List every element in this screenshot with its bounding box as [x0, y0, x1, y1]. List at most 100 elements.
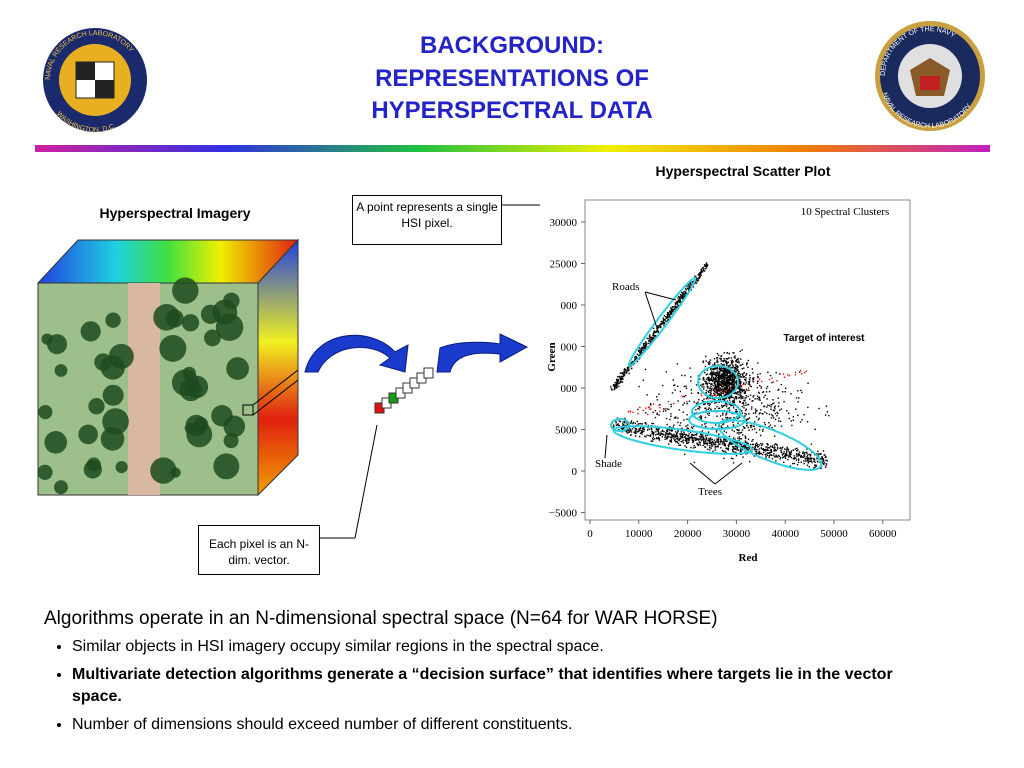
scatter-dot	[714, 441, 717, 443]
scatter-dot	[729, 364, 731, 367]
scatter-dot	[780, 408, 783, 410]
scatter-dot	[623, 375, 625, 377]
scatter-dot	[737, 357, 739, 360]
scatter-dot	[773, 455, 775, 457]
scatter-dot	[650, 336, 653, 339]
scatter-dot	[717, 445, 719, 447]
scatter-dot	[628, 367, 630, 369]
scatter-dot	[724, 371, 727, 374]
scatter-dot	[782, 391, 784, 393]
scatter-dot	[645, 423, 647, 425]
scatter-dot	[760, 444, 763, 447]
scatter-dot	[741, 445, 743, 448]
scatter-dot	[716, 389, 718, 392]
scatter-dot	[712, 384, 714, 387]
scatter-dot	[724, 387, 726, 390]
scatter-dot	[748, 381, 750, 384]
scatter-dot	[706, 434, 708, 437]
scatter-dot	[786, 451, 788, 453]
scatter-dot	[721, 381, 724, 384]
scatter-dot	[705, 360, 707, 362]
scatter-dot	[714, 445, 716, 447]
scatter-dot	[657, 327, 659, 329]
scatter-dot	[716, 394, 719, 397]
scatter-dot	[683, 433, 686, 435]
scatter-dot	[670, 433, 672, 435]
scatter-dot	[680, 295, 683, 297]
scatter-dot	[690, 392, 693, 394]
scatter-dot	[778, 417, 780, 419]
scatter-dot	[634, 358, 636, 360]
scatter-dot	[714, 424, 717, 426]
scatter-dot	[718, 443, 720, 445]
scatter-dot	[658, 428, 660, 430]
scatter-dot	[773, 410, 775, 412]
scatter-dot	[752, 377, 754, 380]
scatter-dot	[744, 390, 746, 393]
scatter-dot	[652, 337, 655, 340]
scatter-dot	[780, 383, 783, 386]
scatter-dot	[663, 314, 666, 317]
scatter-dot	[639, 422, 641, 425]
scatter-dot	[723, 391, 725, 394]
scatter-dot	[736, 365, 738, 367]
scatter-dot	[715, 431, 718, 433]
scatter-dot	[738, 416, 741, 419]
scatter-dot	[728, 391, 730, 393]
scatter-dot	[735, 392, 737, 394]
scatter-dot	[721, 449, 724, 452]
scatter-dot	[716, 382, 719, 384]
scatter-dot	[635, 428, 637, 430]
scatter-dot	[617, 381, 619, 383]
scatter-dot	[733, 356, 736, 359]
scatter-dot	[723, 358, 725, 360]
scatter-dot	[777, 397, 779, 399]
bullet: Multivariate detection algorithms genera…	[72, 664, 944, 708]
scatter-dot	[650, 404, 652, 406]
scatter-dot	[744, 409, 747, 412]
scatter-dot	[720, 439, 722, 441]
scatter-dot	[677, 430, 679, 433]
scatter-dot	[795, 459, 798, 461]
scatter-dot	[770, 449, 772, 451]
scatter-dot	[738, 442, 740, 444]
scatter-dot	[666, 312, 669, 314]
scatter-dot	[671, 313, 673, 315]
scatter-dot	[726, 425, 729, 427]
scatter-dot	[650, 428, 653, 430]
scatter-dot	[686, 286, 688, 288]
scatter-dot	[786, 410, 788, 412]
scatter-dot	[799, 369, 802, 372]
scatter-dot	[768, 455, 770, 457]
scatter-dot	[703, 264, 706, 266]
scatter-dot	[745, 448, 748, 450]
scatter-dot	[670, 438, 673, 441]
scatter-dot	[754, 447, 756, 450]
scatter-dot	[673, 308, 676, 310]
tree	[44, 431, 68, 454]
scatter-dot	[677, 437, 679, 440]
scatter-dot	[724, 388, 727, 391]
scatter-dot	[777, 405, 780, 408]
scatter-dot	[779, 373, 781, 375]
scatter-dot	[629, 429, 632, 431]
scatter-dot	[683, 436, 686, 438]
scatter-dot	[734, 367, 737, 369]
scatter-dot	[796, 463, 799, 466]
scatter-dot	[726, 364, 728, 367]
tree	[170, 467, 181, 478]
scatter-dot	[822, 460, 824, 462]
scatter-dot	[629, 411, 632, 413]
scatter-dot	[792, 415, 795, 418]
scatter-dot	[814, 428, 816, 431]
scatter-dot	[710, 367, 712, 370]
scatter-dot	[709, 391, 712, 394]
scatter-dot	[690, 283, 692, 286]
scatter-dot	[687, 442, 689, 444]
scatter-dot	[774, 448, 777, 451]
scatter-dot	[723, 352, 725, 354]
scatter-dot	[703, 270, 706, 272]
scatter-dot	[725, 451, 727, 454]
scatter-dot	[728, 409, 731, 411]
scatter-dot	[721, 375, 724, 378]
